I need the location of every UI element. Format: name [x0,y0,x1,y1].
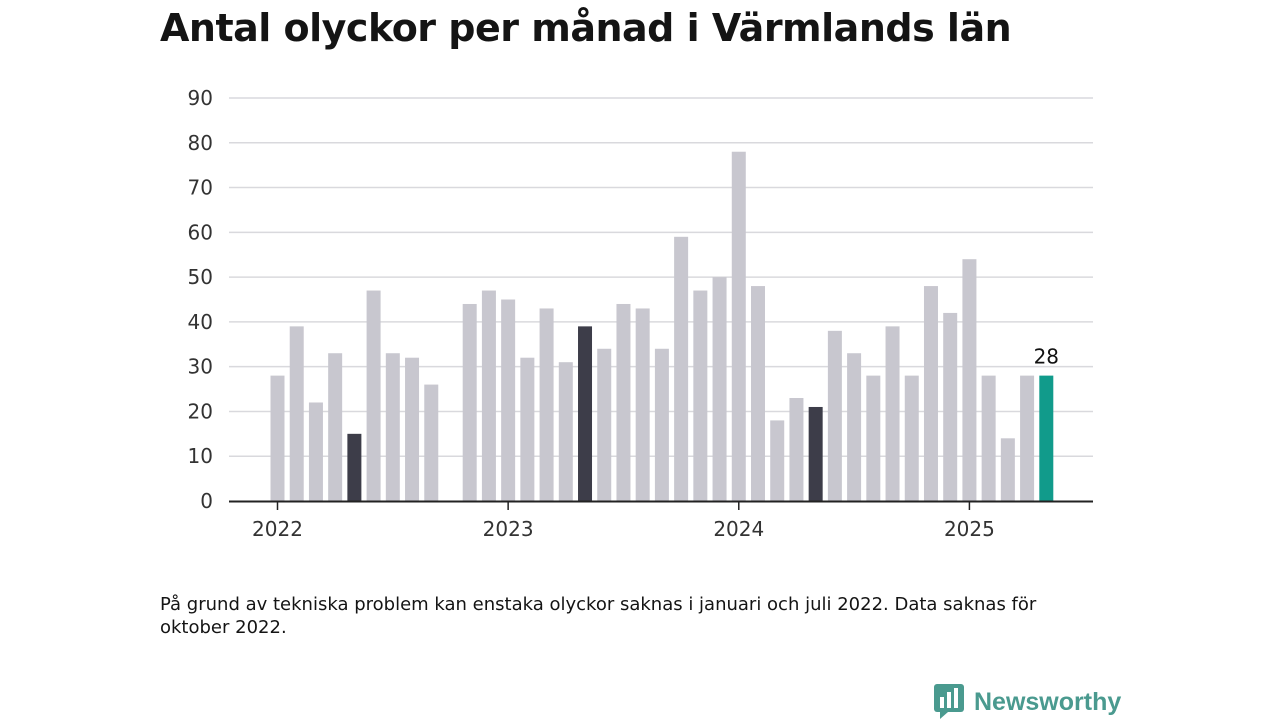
bar-2022-08[interactable] [405,357,420,501]
y-tick-label: 50 [188,265,213,289]
latest-value-label: 28 [1034,345,1059,369]
x-tick-label: 2024 [713,517,764,541]
bar-2022-03[interactable] [308,402,323,501]
bar-2023-04[interactable] [558,362,573,501]
y-tick-label: 20 [188,399,213,423]
y-tick-label: 30 [188,355,213,379]
bar-2022-07[interactable] [385,353,400,501]
bar-2023-05[interactable] [578,326,593,501]
bar-2024-11[interactable] [923,286,938,501]
y-axis-tick-labels: 0 10 20 30 40 50 60 70 80 90 [188,86,213,513]
bar-2023-03[interactable] [539,308,554,501]
chart-title: Antal olyckor per månad i Värmlands län [160,6,1012,50]
bar-series [270,151,1054,502]
bar-2024-07[interactable] [847,353,862,501]
x-axis-tick-labels: 2022 2023 2024 2025 [252,502,995,541]
y-tick-label: 10 [188,444,213,468]
bar-2023-07[interactable] [616,303,631,501]
bar-2025-05[interactable] [1039,375,1054,501]
bar-2024-09[interactable] [885,326,900,501]
bar-2022-09[interactable] [424,384,439,501]
bar-2022-11[interactable] [462,303,477,501]
bar-2024-04[interactable] [789,398,804,501]
bar-2024-01[interactable] [731,151,746,502]
bar-2023-01[interactable] [501,299,516,502]
x-tick-label: 2022 [252,517,303,541]
bar-2024-02[interactable] [751,286,765,501]
bar-2022-12[interactable] [481,290,496,501]
y-tick-label: 90 [188,86,213,110]
footnote: På grund av tekniska problem kan enstaka… [160,594,1037,638]
bar-2024-03[interactable] [770,420,785,501]
y-tick-label: 0 [200,489,213,513]
y-tick-label: 40 [188,310,213,334]
y-tick-label: 60 [188,220,213,244]
bar-2023-12[interactable] [712,277,727,501]
brand-name: Newsworthy [974,687,1122,716]
bar-2023-11[interactable] [693,290,708,501]
x-tick-label: 2025 [944,517,995,541]
bar-2022-02[interactable] [289,326,304,501]
bar-2025-02[interactable] [981,375,996,501]
bar-2022-04[interactable] [328,353,343,501]
bar-2024-12[interactable] [943,312,958,501]
bar-2024-06[interactable] [827,330,842,501]
bar-2022-05[interactable] [347,433,362,501]
y-tick-label: 70 [188,176,213,200]
bar-2024-10[interactable] [904,375,919,501]
annotations: 28 [1034,345,1059,369]
x-tick-label: 2023 [483,517,534,541]
bar-2025-01[interactable] [962,259,977,501]
bar-2025-03[interactable] [1000,438,1015,501]
bar-2023-10[interactable] [674,236,689,501]
bar-2025-04[interactable] [1020,375,1035,501]
bar-2023-08[interactable] [635,308,650,501]
bar-2023-02[interactable] [520,357,535,501]
bar-2022-06[interactable] [366,290,381,501]
y-tick-label: 80 [188,131,213,155]
newsworthy-logo[interactable]: Newsworthy [934,684,1121,720]
bar-2022-01[interactable] [270,375,285,501]
newsworthy-logo-icon [934,684,964,719]
bar-2023-06[interactable] [597,348,612,501]
bar-chart: 0 10 20 30 40 50 60 70 80 90 2022 2023 2024 2025 28 [188,86,1093,541]
bar-2024-05[interactable] [808,406,823,501]
bar-2024-08[interactable] [866,375,881,501]
bar-2023-09[interactable] [654,348,669,501]
